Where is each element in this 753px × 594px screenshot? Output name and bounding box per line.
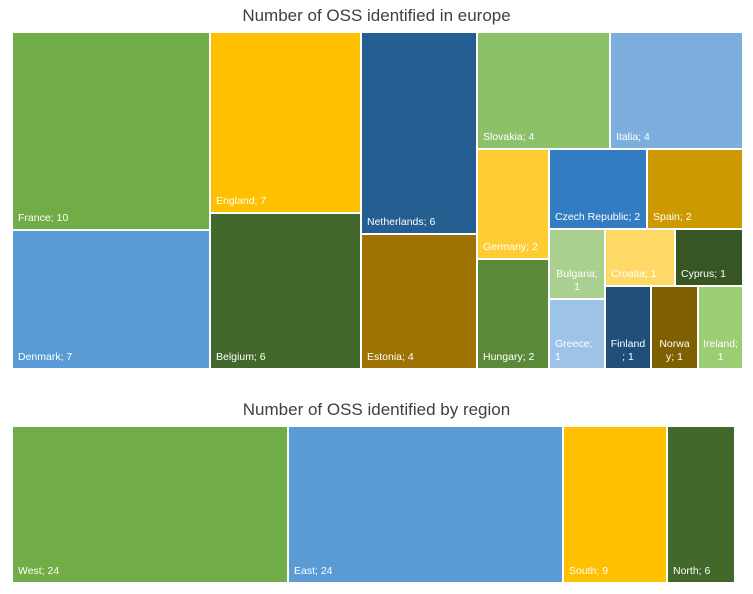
data-label: France; 10: [18, 212, 69, 224]
tile-norway: Norwa y; 1: [651, 286, 698, 369]
data-label: Italia; 4: [616, 131, 650, 143]
tile-ireland: Ireland; 1: [698, 286, 743, 369]
data-label: Cyprus; 1: [681, 268, 726, 280]
tile-cyprus: Cyprus; 1: [675, 229, 743, 286]
region-tile-north: North; 6: [667, 426, 735, 583]
tile-hungary: Hungary; 2: [477, 259, 549, 369]
data-label: Hungary; 2: [483, 351, 535, 363]
data-label: Belgium; 6: [216, 351, 266, 363]
data-label: East; 24: [294, 565, 333, 577]
data-label: Spain; 2: [653, 211, 692, 223]
chart-title-region: Number of OSS identified by region: [242, 400, 511, 419]
region-tile-west: West; 24: [12, 426, 288, 583]
tile-estonia: Estonia; 4: [361, 234, 477, 369]
tile-netherlands: Netherlands; 6: [361, 32, 477, 234]
data-label: Czech Republic; 2: [555, 211, 641, 223]
tile-france: France; 10: [12, 32, 210, 230]
tile-germany: Germany; 2: [477, 149, 549, 259]
data-label: West; 24: [18, 565, 60, 577]
tile-greece: Greece; 1: [549, 299, 605, 369]
region-tile-south: South; 9: [563, 426, 667, 583]
data-label: Norwa y; 1: [659, 338, 690, 363]
data-label: England; 7: [216, 195, 267, 207]
data-label: Ireland; 1: [702, 338, 739, 363]
tile-slovakia: Slovakia; 4: [477, 32, 610, 149]
tile-denmark: Denmark; 7: [12, 230, 210, 369]
data-label: North; 6: [673, 565, 711, 577]
tile-croatia: Croatia; 1: [605, 229, 675, 286]
data-label: Slovakia; 4: [483, 131, 535, 143]
tile-england: England; 7: [210, 32, 361, 213]
data-label: South; 9: [569, 565, 609, 577]
data-label: Greece; 1: [555, 338, 593, 363]
tile-czech-republic: Czech Republic; 2: [549, 149, 647, 229]
chart-title-europe: Number of OSS identified in europe: [242, 6, 511, 25]
tile-spain: Spain; 2: [647, 149, 743, 229]
data-label: Croatia; 1: [611, 268, 657, 280]
data-label: Bulgaria; 1: [556, 268, 598, 293]
region-tile-east: East; 24: [288, 426, 563, 583]
data-label: Netherlands; 6: [367, 216, 436, 228]
data-label: Finland ; 1: [610, 338, 646, 363]
data-label: Denmark; 7: [18, 351, 73, 363]
tile-italia: Italia; 4: [610, 32, 743, 149]
tile-bulgaria: Bulgaria; 1: [549, 229, 605, 299]
tile-finland: Finland ; 1: [605, 286, 651, 369]
tile-belgium: Belgium; 6: [210, 213, 361, 369]
data-label: Estonia; 4: [367, 351, 414, 363]
data-label: Germany; 2: [483, 241, 538, 253]
